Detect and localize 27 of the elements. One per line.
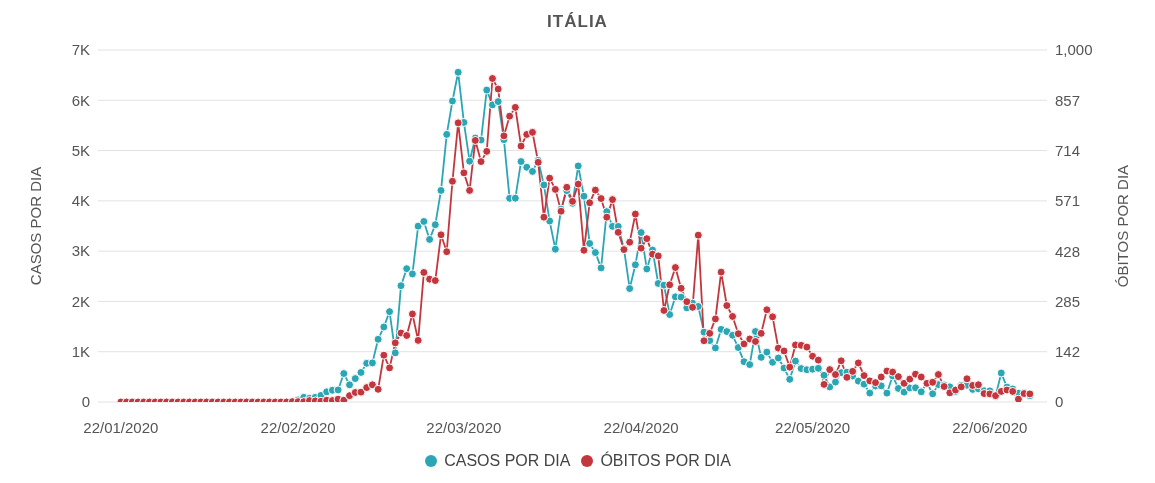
y2-tick-label: 857: [1055, 91, 1081, 109]
x-tick-label: 22/04/2020: [603, 418, 679, 436]
y-tick-label: 7K: [71, 41, 90, 59]
y2-tick-label: 1,000: [1055, 41, 1093, 59]
y2-tick-label: 714: [1055, 142, 1081, 159]
y2-axis-title: ÓBITOS POR DIA: [1114, 164, 1132, 288]
y-tick-label: 3K: [71, 242, 90, 260]
y-tick-label: 0: [81, 393, 90, 411]
y-tick-label: 5K: [71, 141, 90, 159]
y2-tick-label: 428: [1055, 242, 1081, 260]
legend-label: CASOS POR DIA: [444, 452, 571, 470]
y2-tick-label: 142: [1055, 343, 1081, 361]
chart-title: ITÁLIA: [546, 11, 609, 33]
x-tick-label: 22/05/2020: [775, 418, 851, 436]
x-tick-label: 22/06/2020: [952, 418, 1028, 436]
x-tick-label: 22/02/2020: [260, 418, 336, 436]
y-tick-label: 1K: [71, 343, 90, 361]
y-axis-title: CASOS POR DIA: [27, 166, 45, 286]
y-tick-label: 6K: [71, 91, 90, 109]
y2-tick-label: 0: [1055, 393, 1064, 411]
y2-tick-label: 285: [1055, 293, 1081, 311]
legend-label: ÓBITOS POR DIA: [600, 452, 731, 470]
x-tick-label: 22/01/2020: [83, 418, 159, 436]
y2-tick-label: 571: [1055, 192, 1081, 210]
y-tick-label: 2K: [71, 292, 90, 310]
y-tick-label: 4K: [71, 192, 90, 210]
x-tick-label: 22/03/2020: [426, 418, 502, 436]
